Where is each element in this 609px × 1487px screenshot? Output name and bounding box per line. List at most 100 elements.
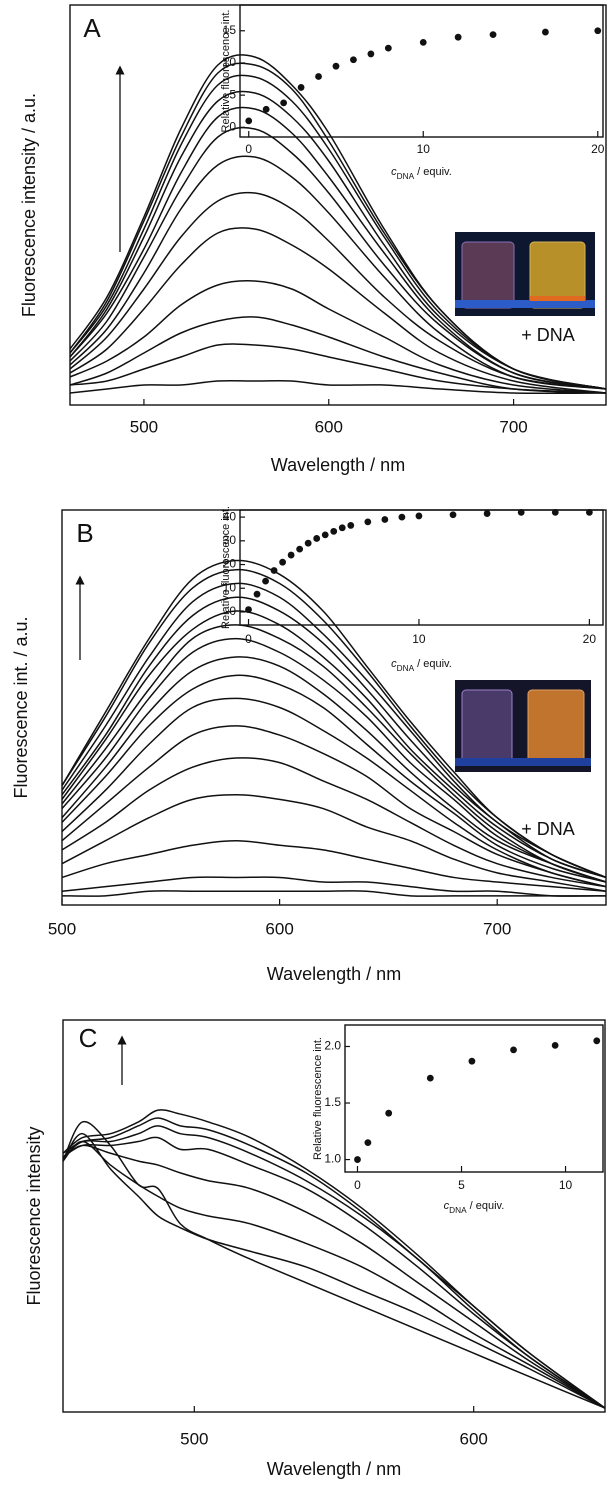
y-tick-label: 1.0 [324,1152,341,1166]
data-point [449,511,457,519]
x-axis-label-part: c [391,166,397,178]
spectrum-line [61,674,607,883]
data-point [364,1139,372,1146]
y-axis-label: Fluorescence intensity [24,1126,44,1305]
plot-frame [62,1019,606,1413]
data-point [483,510,491,517]
x-axis-label-part: DNA [397,664,415,673]
data-point [468,1057,476,1065]
data-point [517,508,525,516]
spectrum-line [61,697,607,888]
data-point [321,531,329,539]
x-axis-label-part: DNA [449,1206,467,1215]
data-point [593,1037,601,1045]
spectrum-line [61,656,607,883]
x-axis-label-part: / equiv. [414,166,452,178]
data-point [332,62,340,70]
spectrum-line [69,379,607,395]
data-point [347,522,355,529]
x-tick-label: 600 [460,1429,488,1448]
spectrum-line [61,757,607,888]
spectrum-line [62,1125,606,1409]
spectrum-line [69,191,607,390]
data-point [315,73,322,80]
data-point [354,1156,361,1163]
x-axis-label-part: / equiv. [467,1200,505,1212]
spectrum-line [61,568,607,879]
y-tick-label: 2.0 [324,1039,341,1053]
plot-frame [239,509,604,626]
x-tick-label: 500 [130,417,158,436]
data-point [384,44,392,52]
spectrum-line [61,794,607,892]
spectrum-line [69,316,607,394]
x-axis-label-part: c [391,658,397,670]
data-point [313,535,321,542]
data-point [338,524,346,532]
spectrum-line [69,90,607,390]
panel-letter: B [76,518,93,548]
data-point [415,512,423,520]
y-tick-label: 40 [223,509,237,523]
data-point [245,606,252,613]
y-tick-label: 0 [229,604,236,618]
data-point [253,590,261,598]
data-point [426,1074,434,1082]
x-axis-label: Wavelength / nm [271,455,405,475]
photo [455,232,595,316]
spectrum-line [69,227,607,394]
spectrum-line [69,155,607,390]
spectrum-line [61,624,607,883]
spectrum-line [61,890,606,897]
annotation: + DNA [521,819,575,839]
y-tick-label: 0 [229,120,236,134]
plot-frame [239,4,604,138]
y-axis-label: Relative fluorescence int. [220,10,232,133]
spectrum-line [61,610,607,879]
x-axis-label: Wavelength / nm [267,1459,401,1479]
data-point [398,513,406,521]
data-point [297,84,305,91]
data-point [330,527,338,535]
y-tick-label: 30 [223,533,237,547]
data-point [296,545,304,553]
x-tick-label: 0 [354,1178,361,1192]
x-axis-label: cDNA / equiv. [391,166,452,181]
x-tick-label: 20 [591,142,605,156]
x-axis-label: Wavelength / nm [267,964,401,984]
data-point [304,539,312,547]
x-tick-label: 10 [412,632,426,646]
x-tick-label: 600 [315,417,343,436]
data-point [367,50,375,58]
data-point [350,56,357,64]
x-tick-label: 10 [417,142,431,156]
x-tick-label: 500 [180,1429,208,1448]
x-axis-label-part: c [444,1200,450,1212]
y-axis-label: Relative fluorescence int. [312,1037,324,1160]
y-tick-label: 20 [223,557,237,571]
data-point [454,33,462,41]
x-axis-label-part: / equiv. [414,658,452,670]
spectrum-line [62,1144,606,1409]
plot-frame [344,1024,604,1173]
spectrum-line [69,343,607,394]
spectrum-line [62,1117,606,1409]
spectrum-line [61,637,607,883]
spectrum-line [61,596,607,879]
x-tick-label: 10 [559,1178,573,1192]
data-point [510,1046,517,1054]
y-tick-label: 5 [229,87,236,101]
data-point [287,551,295,559]
data-point [419,38,427,46]
data-point [364,518,372,526]
y-tick-label: 10 [223,55,237,69]
y-tick-label: 10 [223,580,237,594]
spectrum-line [69,126,607,390]
x-tick-label: 20 [583,632,597,646]
data-point [270,567,278,574]
data-point [381,516,389,523]
data-point [489,31,497,39]
data-point [245,117,253,125]
